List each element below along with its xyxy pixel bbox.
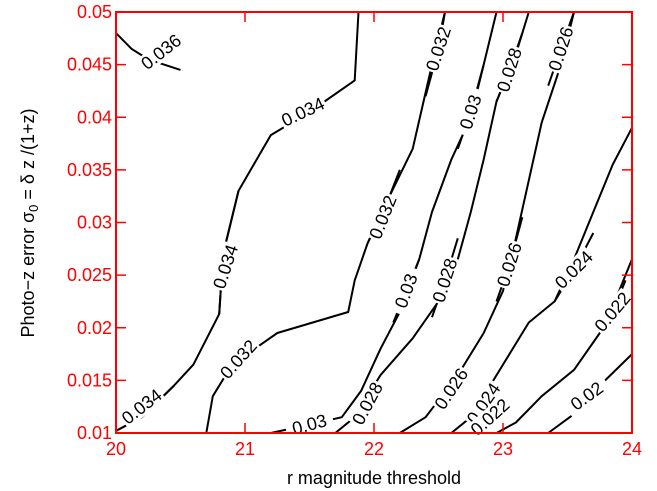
contour-label-gap — [365, 191, 401, 243]
contour-label-gap — [389, 265, 423, 317]
y-tick-label: 0.01 — [77, 423, 112, 443]
contour-line — [115, 32, 181, 71]
y-tick-label: 0.015 — [67, 370, 112, 390]
contour-label-gap — [348, 378, 387, 429]
y-tick-label: 0.03 — [77, 213, 112, 233]
x-axis-title: r magnitude threshold — [287, 468, 461, 488]
y-axis-title-suffix: = δ z /(1+z) — [18, 109, 38, 205]
contour-label-gap — [493, 238, 526, 291]
ticks-layer: 20 21 22 23 24 0.01 0.015 0.02 0.025 0.03 0.035 0.0… — [67, 2, 642, 459]
y-axis-title-prefix: Photo−z error σ — [18, 212, 38, 338]
y-axis-title: Photo−z error σ0 = δ z /(1+z) — [18, 109, 41, 338]
contour-label-gap — [590, 287, 635, 337]
contour-label-gap — [215, 335, 262, 384]
contour-label-gap — [136, 30, 186, 74]
y-tick-label: 0.025 — [67, 265, 112, 285]
y-tick-label: 0.04 — [77, 107, 112, 127]
contour-label-gap — [562, 374, 612, 418]
x-tick-label: 24 — [622, 439, 642, 459]
contour-label-gap — [277, 93, 329, 131]
y-axis-title-subscript: 0 — [26, 205, 41, 212]
contour-label-gap — [428, 254, 461, 306]
contour-label-gap — [462, 378, 505, 429]
y-tick-label: 0.02 — [77, 318, 112, 338]
contour-label-gap — [422, 23, 455, 75]
contour-label-gap — [550, 246, 598, 294]
contour-label-gap — [430, 363, 473, 414]
x-tick-label: 23 — [493, 439, 513, 459]
contour-label-gap — [466, 394, 514, 440]
contour-label-gap — [493, 44, 526, 96]
x-tick-label: 21 — [235, 439, 255, 459]
x-tick-label: 20 — [106, 439, 126, 459]
contour-label-gap — [209, 241, 242, 293]
contour-label-gap — [454, 86, 487, 138]
y-tick-label: 0.045 — [67, 55, 112, 75]
y-tick-label: 0.05 — [77, 2, 112, 22]
contour-label-gap — [545, 23, 578, 75]
y-tick-label: 0.035 — [67, 160, 112, 180]
x-tick-label: 22 — [364, 439, 384, 459]
contour-label-gap — [117, 384, 167, 429]
